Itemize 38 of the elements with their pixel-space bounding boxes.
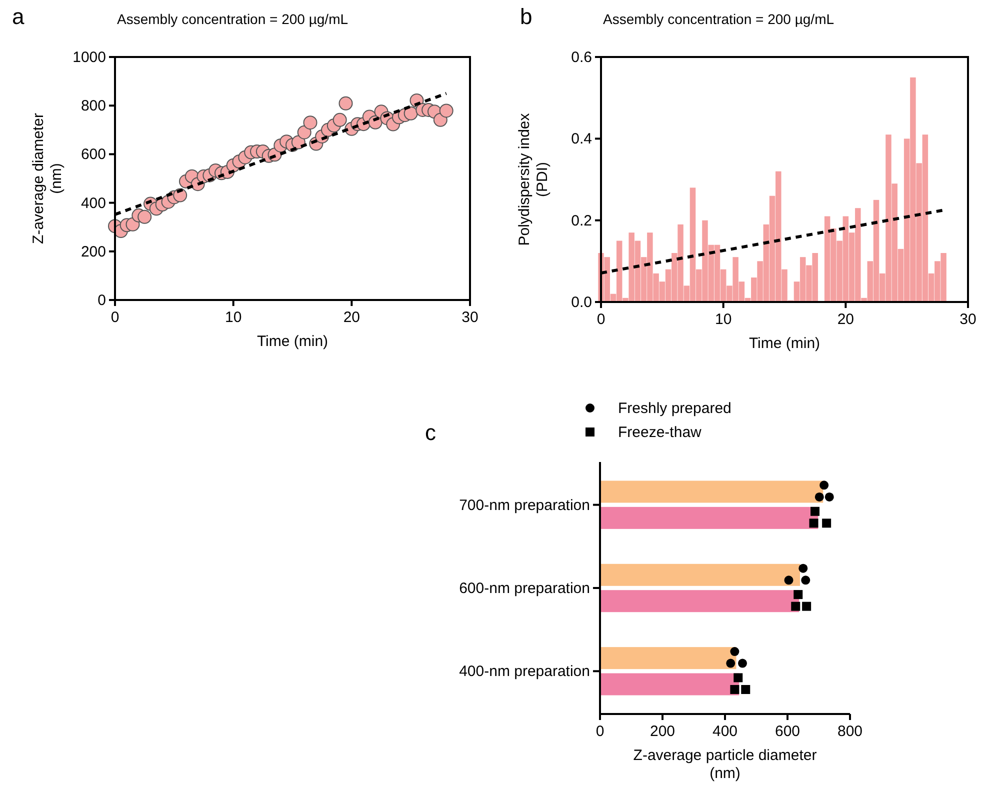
y-tick-label: 1000 (72, 49, 106, 66)
x-tick-label: 800 (837, 723, 863, 740)
y-tick-label: 400-nm preparation (459, 663, 590, 680)
x-tick-label: 0 (596, 723, 604, 740)
x-tick-label: 10 (224, 309, 242, 326)
y-axis-title: Polydispersity index (PDI) (516, 112, 551, 246)
chart-subtitle: Assembly concentration = 200 µg/mL (603, 11, 834, 27)
x-tick-label: 200 (650, 723, 676, 740)
chart-title: c (425, 420, 436, 445)
x-tick-label: 20 (837, 311, 854, 328)
y-tick-label: 0.2 (571, 212, 592, 230)
y-tick-label: 600 (80, 146, 106, 164)
y-tick-label: 400 (80, 194, 106, 212)
y-tick-label: 600-nm preparation (459, 580, 590, 597)
x-tick-label: 20 (343, 309, 360, 326)
y-tick-label: 0.6 (571, 49, 592, 66)
x-tick-label: 30 (462, 309, 478, 326)
x-tick-label: 10 (714, 311, 732, 328)
x-tick-label: 0 (110, 309, 120, 326)
y-tick-label: 0 (98, 292, 106, 309)
x-axis-title: Time (min) (748, 335, 820, 352)
x-axis-title: Z-average particle diameter (nm) (633, 747, 817, 782)
y-tick-label: 0.0 (571, 294, 592, 311)
x-tick-label: 400 (712, 723, 738, 740)
y-tick-label: 800 (80, 98, 106, 115)
y-tick-label: 700-nm preparation (459, 496, 590, 514)
x-tick-label: 0 (596, 311, 606, 328)
chart-title: a (12, 4, 25, 29)
y-tick-label: 0.4 (571, 130, 592, 148)
legend-label: Freshly prepared (618, 400, 732, 417)
x-axis-title: Time (min) (256, 333, 328, 350)
y-axis-title: Z-average diameter (nm) (30, 113, 65, 244)
legend-label: Freeze-thaw (618, 424, 702, 441)
chart-subtitle: Assembly concentration = 200 µg/mL (117, 11, 348, 27)
y-tick-label: 200 (80, 243, 106, 260)
chart-title: b (520, 4, 532, 29)
x-tick-label: 30 (960, 311, 976, 328)
x-tick-label: 600 (774, 723, 800, 740)
